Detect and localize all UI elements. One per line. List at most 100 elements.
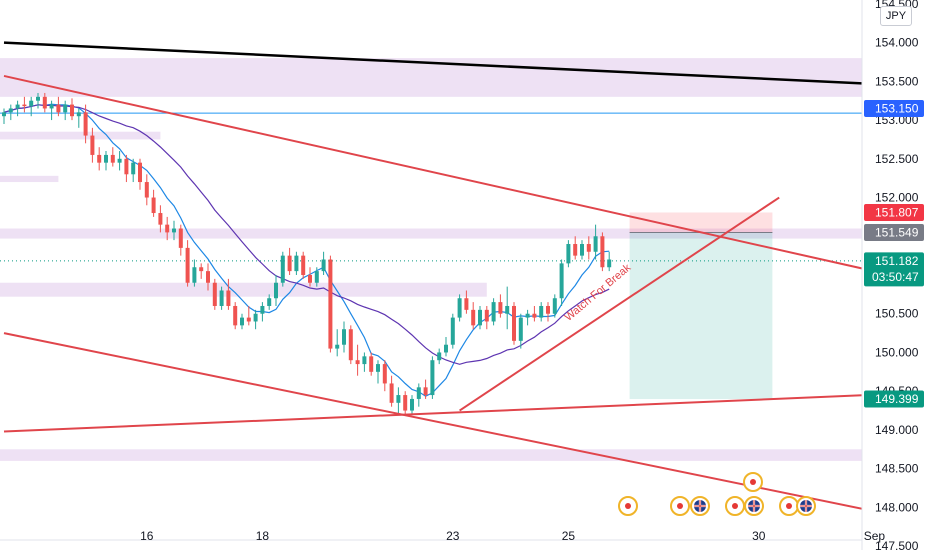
candle <box>294 251 299 275</box>
candle <box>457 294 462 322</box>
candle-body <box>559 263 564 299</box>
candle <box>76 108 81 128</box>
candle <box>172 220 176 241</box>
trend-line <box>3 332 862 510</box>
candle-body <box>552 298 557 314</box>
candle <box>437 348 442 365</box>
candle <box>505 286 510 330</box>
candle <box>117 151 122 171</box>
candle <box>185 240 190 287</box>
price-tick-label: 154.000 <box>875 36 919 50</box>
candle-body <box>76 112 81 117</box>
candle-body <box>430 360 435 396</box>
price-badge-label: 151.182 <box>875 254 919 268</box>
price-tick-label: 154.500 <box>875 0 919 11</box>
candle <box>416 383 421 407</box>
japan-event-icon <box>618 496 638 516</box>
candle-body <box>342 329 346 345</box>
candle <box>226 278 231 310</box>
candle-body <box>104 154 108 163</box>
price-badge-label: 151.807 <box>875 205 919 219</box>
candle <box>539 302 544 322</box>
candle <box>97 147 102 171</box>
candle-body <box>566 244 571 264</box>
candle <box>246 305 251 326</box>
candle-body <box>233 305 238 326</box>
candle-body <box>355 360 360 365</box>
candle <box>559 259 564 306</box>
candle-body <box>328 259 333 349</box>
candle-body <box>63 104 68 113</box>
candle <box>274 275 278 306</box>
zone <box>0 131 161 140</box>
candle-body <box>165 224 170 233</box>
candle-body <box>376 364 380 372</box>
candle-body <box>15 104 20 109</box>
candle <box>280 251 285 287</box>
candle <box>131 158 136 183</box>
candle <box>607 251 612 272</box>
candle <box>546 302 550 322</box>
candle-body <box>600 236 605 268</box>
candle-body <box>573 244 578 256</box>
japan-event-icon <box>779 496 799 516</box>
candle-body <box>308 275 312 283</box>
price-tick-label: 148.000 <box>875 500 919 514</box>
candle-body <box>29 100 34 107</box>
candle <box>389 375 394 407</box>
candle-body <box>498 302 503 314</box>
candle-body <box>36 96 40 101</box>
candle <box>586 236 591 260</box>
candle <box>498 294 503 318</box>
candle <box>355 344 360 376</box>
time-tick-label: Sep <box>864 529 886 543</box>
candle <box>464 290 469 314</box>
currency-button[interactable]: JPY <box>880 6 912 26</box>
candle-body <box>321 259 326 272</box>
candle-body <box>382 364 387 384</box>
candle <box>56 96 61 117</box>
candle <box>450 313 455 349</box>
candle <box>253 309 258 330</box>
price-tick-label: 148.500 <box>875 462 919 476</box>
candle-body <box>83 112 88 136</box>
candle-body <box>49 104 54 109</box>
candle-body <box>314 271 319 283</box>
candle-body <box>131 162 136 175</box>
candle-body <box>267 298 272 306</box>
uk-event-icon <box>796 496 816 516</box>
candle <box>314 267 319 287</box>
candle-body <box>90 135 95 155</box>
price-tick-label: 152.000 <box>875 191 919 205</box>
candle <box>348 325 353 365</box>
candle-body <box>525 313 530 318</box>
time-tick-label: 18 <box>256 529 270 543</box>
price-tick-label: 152.500 <box>875 152 919 166</box>
candle-body <box>491 302 496 322</box>
price-badge <box>864 252 924 287</box>
japan-event-icon <box>670 496 690 516</box>
candle-body <box>158 213 163 225</box>
candle-body <box>410 398 414 411</box>
candle-body <box>423 387 428 396</box>
candle <box>90 127 95 163</box>
zone <box>0 282 487 297</box>
candle <box>410 395 414 415</box>
candle <box>165 216 170 241</box>
candle-body <box>246 317 251 322</box>
price-badge-label: 149.399 <box>875 392 919 406</box>
stop-loss-zone <box>629 212 773 233</box>
candle-body <box>539 305 544 318</box>
take-profit-zone <box>629 232 773 400</box>
candle-body <box>369 356 374 372</box>
candle <box>525 309 530 326</box>
candle <box>308 267 312 287</box>
candle <box>49 100 54 121</box>
candle-body <box>172 228 176 233</box>
candle <box>362 352 367 372</box>
candle <box>342 321 346 353</box>
candle <box>518 313 523 349</box>
candle-body <box>478 309 482 326</box>
time-tick-label: 23 <box>446 529 460 543</box>
